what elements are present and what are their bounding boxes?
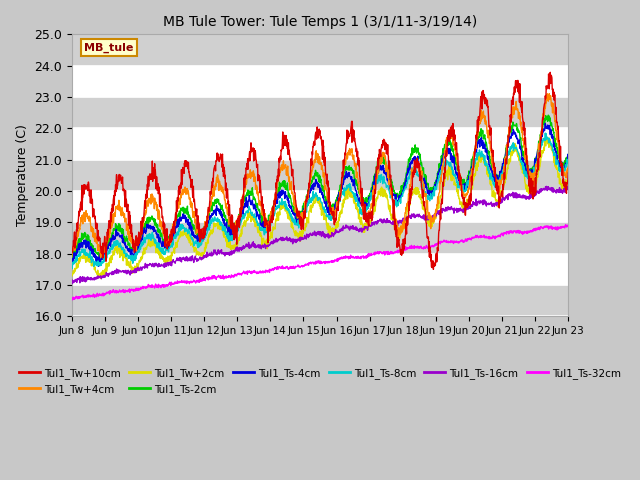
Bar (72, 160, 568, 191)
Bar (72, 253, 568, 285)
Bar (72, 97, 568, 128)
Bar (72, 128, 568, 160)
Legend: Tul1_Tw+10cm, Tul1_Tw+4cm, Tul1_Tw+2cm, Tul1_Ts-2cm, Tul1_Ts-4cm, Tul1_Ts-8cm, T: Tul1_Tw+10cm, Tul1_Tw+4cm, Tul1_Tw+2cm, … (15, 364, 625, 399)
Bar (72, 35, 568, 66)
Title: MB Tule Tower: Tule Temps 1 (3/1/11-3/19/14): MB Tule Tower: Tule Temps 1 (3/1/11-3/19… (163, 15, 477, 29)
Text: MB_tule: MB_tule (84, 43, 134, 53)
Bar (72, 191, 568, 222)
Bar (72, 285, 568, 316)
Bar (72, 66, 568, 97)
Bar (72, 222, 568, 253)
Y-axis label: Temperature (C): Temperature (C) (16, 124, 29, 226)
